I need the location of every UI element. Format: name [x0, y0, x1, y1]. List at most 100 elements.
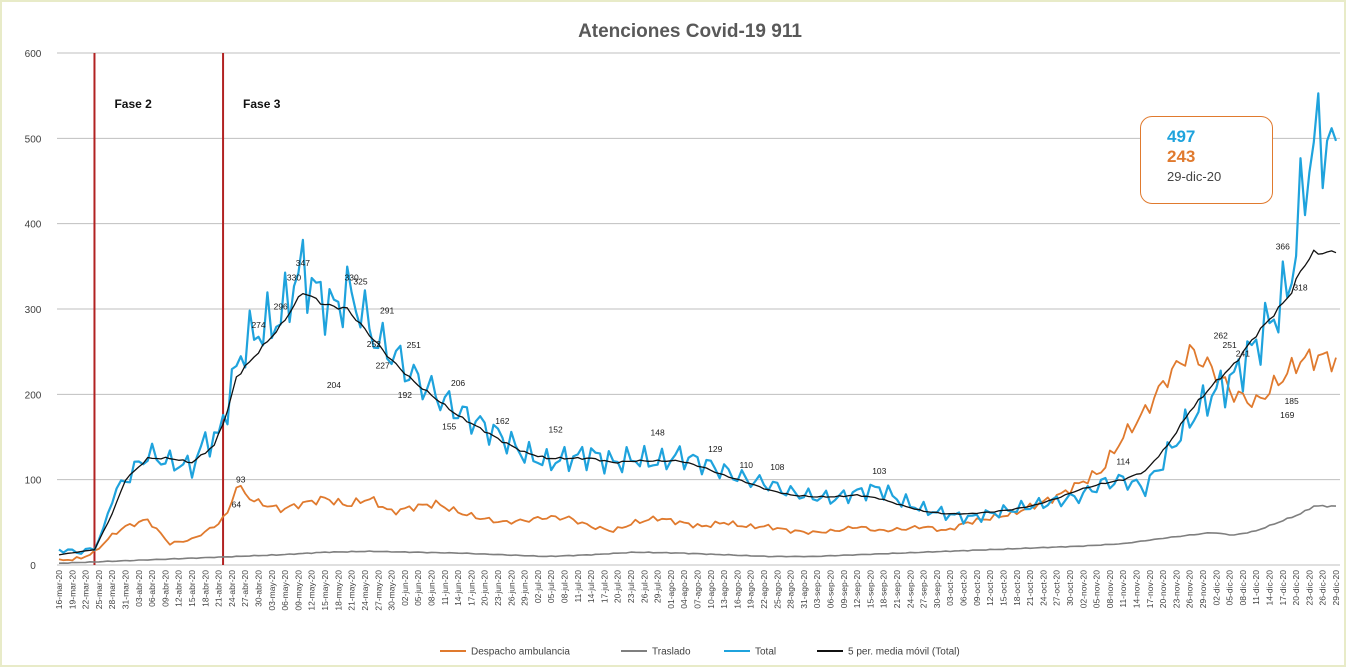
data-label: 330 [345, 272, 359, 282]
phase-label: Fase 2 [114, 97, 152, 111]
callout-date: 29-dic-20 [1167, 169, 1222, 184]
y-axis: 0 100 200 300 400 500 600 [25, 49, 42, 572]
latest-value-callout: 497 243 29-dic-20 [1140, 116, 1273, 204]
x-tick-label: 15-may-20 [320, 570, 330, 611]
data-label: 110 [739, 460, 753, 470]
x-tick-label: 03-sep-20 [812, 570, 822, 609]
x-tick-label: 21-abr-20 [214, 570, 224, 607]
series-line-2 [58, 92, 1338, 555]
x-tick-label: 24-may-20 [360, 570, 370, 611]
x-tick-label: 18-oct-20 [1012, 570, 1022, 606]
x-tick-label: 25-ago-20 [772, 570, 782, 609]
series-line-3 [58, 249, 1337, 556]
x-tick-label: 11-nov-20 [1118, 570, 1128, 608]
x-tick-label: 14-dic-20 [1264, 570, 1274, 606]
x-tick-label: 16-ago-20 [732, 570, 742, 609]
x-tick-label: 11-dic-20 [1251, 570, 1261, 605]
legend: Despacho ambulancia Traslado Total 5 per. m… [440, 647, 960, 658]
x-tick-label: 18-sep-20 [879, 570, 889, 609]
x-tick-label: 04-ago-20 [679, 570, 689, 609]
data-label: 296 [274, 301, 288, 311]
x-tick-label: 05-dic-20 [1225, 570, 1235, 606]
x-tick-label: 17-dic-20 [1278, 570, 1288, 606]
x-tick-label: 09-oct-20 [972, 570, 982, 606]
x-tick-label: 15-oct-20 [998, 570, 1008, 606]
x-tick-label: 16-mar-20 [54, 570, 64, 609]
x-tick-label: 18-may-20 [333, 570, 343, 611]
data-labels: 6493274296347330204330325252291227251192… [232, 242, 1308, 510]
x-tick-label: 14-jul-20 [586, 570, 596, 603]
chart-title: Atenciones Covid-19 911 [578, 21, 802, 42]
x-tick-label: 21-sep-20 [892, 570, 902, 609]
x-tick-label: 30-sep-20 [932, 570, 942, 609]
x-tick-label: 31-mar-20 [121, 570, 131, 609]
y-tick-label: 300 [25, 305, 42, 316]
data-label: 330 [287, 272, 301, 282]
x-tick-label: 15-abr-20 [187, 570, 197, 607]
data-label: 108 [770, 462, 784, 472]
x-tick-label: 20-dic-20 [1291, 570, 1301, 606]
x-tick-label: 02-jun-20 [400, 570, 410, 606]
legend-label: Total [755, 647, 776, 658]
y-tick-label: 600 [25, 49, 42, 60]
x-tick-label: 19-mar-20 [67, 570, 77, 609]
series-line-0 [58, 343, 1337, 562]
legend-label: Despacho ambulancia [471, 647, 570, 658]
x-tick-label: 08-jul-20 [559, 570, 569, 603]
x-tick-label: 22-mar-20 [81, 570, 91, 609]
x-tick-label: 12-may-20 [307, 570, 317, 611]
x-tick-label: 29-jun-20 [520, 570, 530, 606]
series-lines [58, 92, 1338, 565]
x-tick-label: 18-abr-20 [200, 570, 210, 607]
x-tick-label: 03-oct-20 [945, 570, 955, 606]
x-tick-label: 17-jul-20 [599, 570, 609, 603]
x-tick-label: 29-dic-20 [1331, 570, 1341, 606]
x-tick-label: 29-jul-20 [653, 570, 663, 603]
x-tick-label: 02-jul-20 [533, 570, 543, 603]
x-tick-label: 31-ago-20 [799, 570, 809, 609]
data-label: 152 [549, 424, 563, 434]
x-tick-label: 01-ago-20 [666, 570, 676, 609]
data-label: 185 [1285, 396, 1299, 406]
y-tick-label: 500 [25, 134, 42, 145]
x-tick-label: 14-jun-20 [453, 570, 463, 606]
x-tick-label: 20-nov-20 [1158, 570, 1168, 609]
x-tick-label: 21-may-20 [347, 570, 357, 611]
legend-label: 5 per. media móvil (Total) [848, 647, 960, 658]
x-tick-label: 12-sep-20 [852, 570, 862, 609]
y-tick-label: 200 [25, 390, 42, 401]
data-label: 206 [451, 378, 465, 388]
x-tick-label: 05-nov-20 [1092, 570, 1102, 609]
x-tick-label: 30-may-20 [387, 570, 397, 611]
x-tick-label: 20-jun-20 [480, 570, 490, 606]
x-tick-label: 06-sep-20 [826, 570, 836, 609]
callout-ambulance-value: 243 [1167, 147, 1196, 166]
x-tick-label: 11-jul-20 [573, 570, 583, 603]
x-tick-label: 07-ago-20 [693, 570, 703, 609]
x-tick-label: 08-nov-20 [1105, 570, 1115, 609]
x-tick-label: 08-jun-20 [426, 570, 436, 606]
x-tick-label: 30-oct-20 [1065, 570, 1075, 606]
data-label: 114 [1116, 457, 1130, 467]
data-label: 129 [708, 444, 722, 454]
phase-label: Fase 3 [243, 97, 281, 111]
x-tick-label: 28-mar-20 [107, 570, 117, 609]
data-label: 251 [1222, 340, 1236, 350]
x-tick-label: 17-nov-20 [1145, 570, 1155, 609]
x-tick-label: 25-mar-20 [94, 570, 104, 609]
x-tick-label: 29-nov-20 [1198, 570, 1208, 609]
y-tick-label: 100 [25, 476, 42, 487]
data-label: 366 [1276, 242, 1290, 252]
data-label: 93 [236, 475, 246, 485]
y-tick-label: 0 [30, 561, 36, 572]
x-tick-label: 27-abr-20 [240, 570, 250, 607]
x-tick-label: 23-jul-20 [626, 570, 636, 603]
x-tick-label: 19-ago-20 [746, 570, 756, 609]
data-label: 262 [1214, 330, 1228, 340]
x-tick-label: 24-oct-20 [1038, 570, 1048, 606]
x-tick-label: 23-dic-20 [1304, 570, 1314, 606]
x-tick-label: 23-nov-20 [1171, 570, 1181, 609]
x-tick-label: 21-oct-20 [1025, 570, 1035, 606]
x-tick-label: 11-jun-20 [440, 570, 450, 606]
x-tick-label: 30-abr-20 [254, 570, 264, 607]
